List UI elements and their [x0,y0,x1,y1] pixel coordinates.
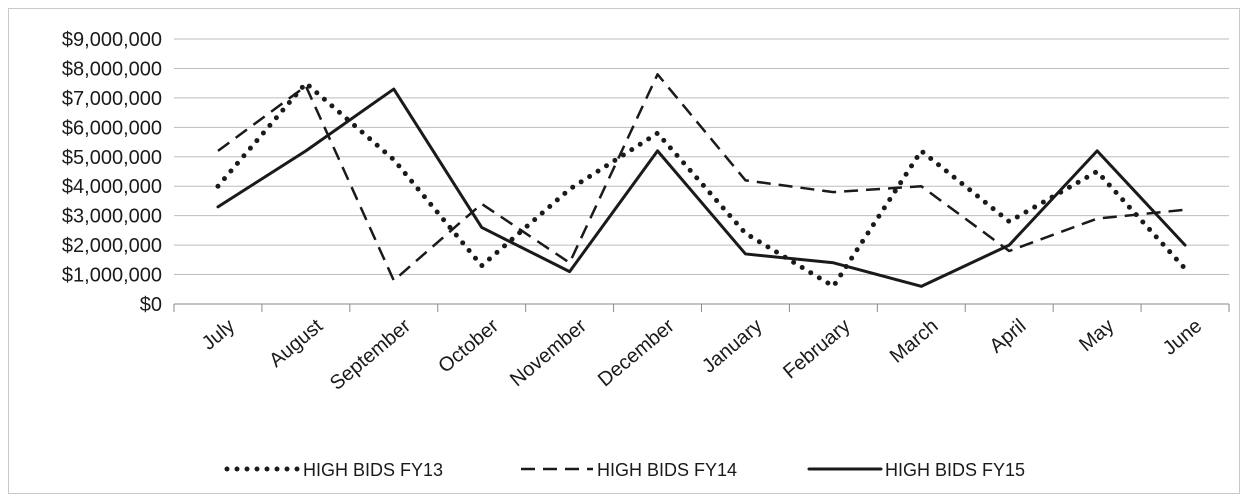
y-tick-label: $1,000,000 [62,265,162,287]
y-tick-label: $2,000,000 [62,235,162,257]
y-tick-label: $0 [140,294,162,316]
y-tick-label: $3,000,000 [62,206,162,228]
x-tick-label: May [1075,315,1118,356]
y-tick-label: $5,000,000 [62,147,162,169]
legend: HIGH BIDS FY13 HIGH BIDS FY14 HIGH BIDS FY… [224,460,1025,480]
x-tick-label: February [779,315,854,383]
legend-label: HIGH BIDS FY13 [303,460,443,480]
y-tick-label: $4,000,000 [62,176,162,198]
y-tick-label: $7,000,000 [62,88,162,110]
y-tick-label: $9,000,000 [62,29,162,51]
x-tick-label: April [986,315,1031,358]
legend-label: HIGH BIDS FY14 [597,460,737,480]
x-tick-label: December [594,315,679,391]
y-tick-label: $6,000,000 [62,117,162,139]
x-tick-label: October [434,315,503,378]
y-axis: $0 $1,000,000 $2,000,000 $3,000,000 $4,000,0… [62,29,162,316]
series-lines [215,73,1188,289]
chart-frame: $0 $1,000,000 $2,000,000 $3,000,000 $4,000,0… [8,8,1240,494]
x-tick-label: November [506,315,591,391]
x-tick-label: January [698,315,767,378]
line-chart: $0 $1,000,000 $2,000,000 $3,000,000 $4,000,0… [62,29,1230,480]
x-tick-label: July [198,315,239,355]
series-line-high-bids-fy13 [215,80,1188,289]
y-tick-label: $8,000,000 [62,58,162,80]
x-tick-label: September [326,315,415,395]
x-tick-label: June [1159,315,1206,360]
gridlines [174,38,1229,305]
series-line-high-bids-fy14 [217,73,1186,282]
series-line-high-bids-fy15 [216,87,1187,288]
x-tick-label: March [886,315,943,368]
x-tick-label: August [265,315,327,372]
legend-label: HIGH BIDS FY15 [885,460,1025,480]
